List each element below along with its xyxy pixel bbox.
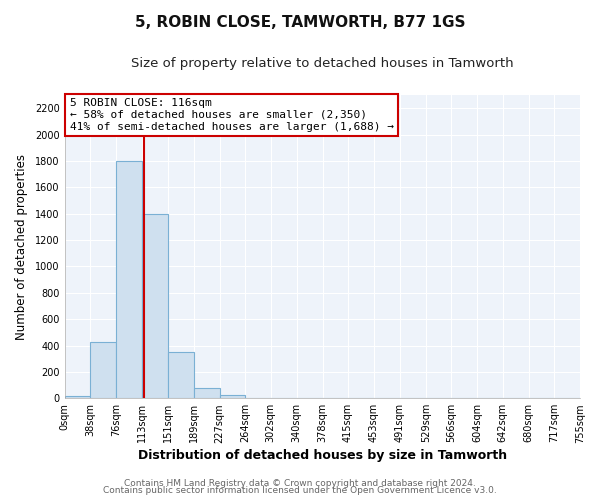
Bar <box>167 352 194 398</box>
Bar <box>65 396 91 398</box>
Bar <box>91 342 116 398</box>
Text: 5 ROBIN CLOSE: 116sqm
← 58% of detached houses are smaller (2,350)
41% of semi-d: 5 ROBIN CLOSE: 116sqm ← 58% of detached … <box>70 98 394 132</box>
Bar <box>220 395 245 398</box>
Text: Contains HM Land Registry data © Crown copyright and database right 2024.: Contains HM Land Registry data © Crown c… <box>124 478 476 488</box>
Bar <box>116 161 142 398</box>
X-axis label: Distribution of detached houses by size in Tamworth: Distribution of detached houses by size … <box>138 450 507 462</box>
Bar <box>142 214 167 398</box>
Bar <box>194 388 220 398</box>
Title: Size of property relative to detached houses in Tamworth: Size of property relative to detached ho… <box>131 58 514 70</box>
Y-axis label: Number of detached properties: Number of detached properties <box>15 154 28 340</box>
Text: 5, ROBIN CLOSE, TAMWORTH, B77 1GS: 5, ROBIN CLOSE, TAMWORTH, B77 1GS <box>135 15 465 30</box>
Text: Contains public sector information licensed under the Open Government Licence v3: Contains public sector information licen… <box>103 486 497 495</box>
